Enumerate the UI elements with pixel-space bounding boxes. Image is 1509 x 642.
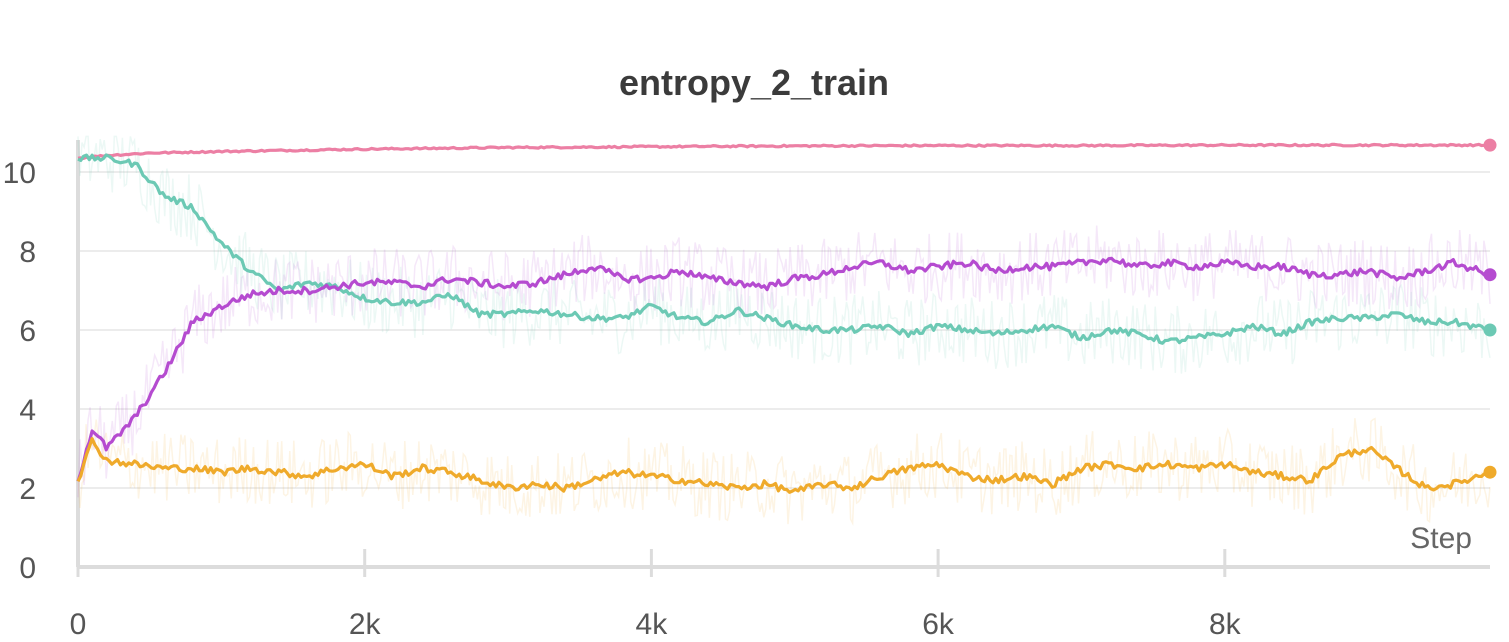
chart-title: entropy_2_train (619, 62, 889, 103)
raw-trace (77, 225, 1491, 498)
series-end-marker (1483, 323, 1497, 337)
y-tick-label: 10 (3, 157, 36, 190)
y-tick-label: 8 (19, 236, 36, 269)
series-end-marker (1483, 138, 1497, 152)
y-tick-label: 6 (19, 315, 36, 348)
end-markers (1483, 138, 1497, 479)
y-tick-label: 4 (19, 394, 36, 427)
tick-labels: 0 2k 4k 6k 8k 0 2 4 6 8 10 (3, 157, 1242, 641)
x-tick-label: 4k (636, 608, 669, 641)
series-end-marker (1483, 465, 1497, 479)
axes (76, 140, 1490, 577)
x-axis-label: Step (1410, 522, 1472, 555)
grid-lines (78, 171, 1490, 489)
series-line (76, 256, 1491, 482)
series-end-marker (1483, 268, 1497, 282)
x-tick-label: 0 (70, 608, 87, 641)
raw-trace (77, 417, 1491, 526)
x-tick-label: 8k (1209, 608, 1242, 641)
series-line (77, 142, 1491, 160)
x-tick-label: 2k (349, 608, 382, 641)
smoothed-series-lines (76, 142, 1491, 494)
series-line (77, 153, 1491, 345)
y-tick-label: 0 (19, 552, 36, 585)
y-tick-label: 2 (19, 473, 36, 506)
x-tick-label: 6k (922, 608, 955, 641)
series-line (76, 437, 1491, 494)
